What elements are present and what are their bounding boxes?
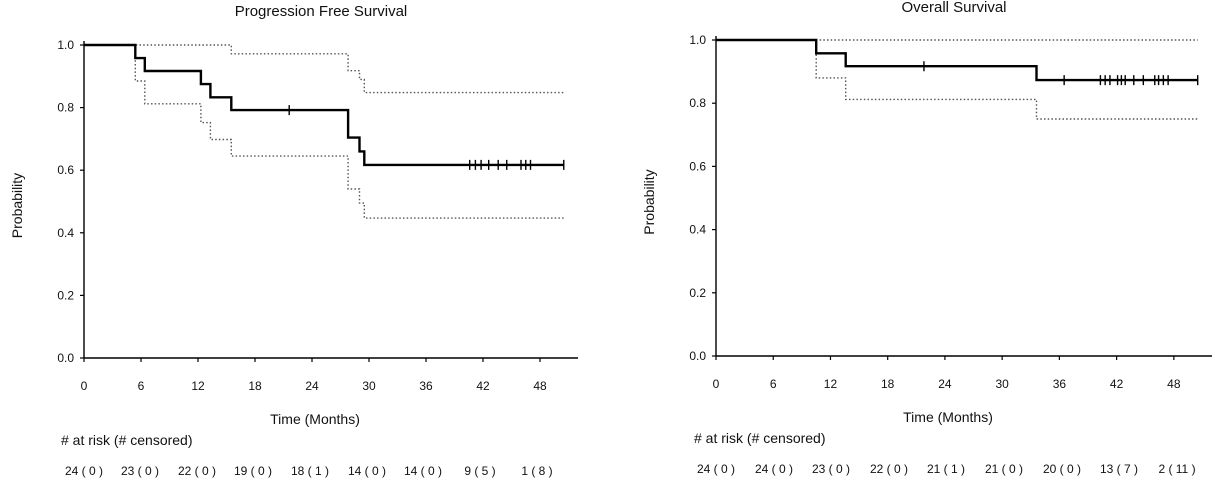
risk-table-value: 13 ( 7 ) — [1100, 462, 1138, 476]
x-tick-label: 6 — [770, 377, 777, 391]
survival-estimate-line — [716, 38, 1198, 82]
y-axis-label: Probability — [641, 169, 657, 234]
risk-table-value: 1 ( 8 ) — [521, 464, 552, 478]
risk-table-title: # at risk (# censored) — [61, 432, 193, 448]
y-tick-label: 0.2 — [689, 286, 706, 300]
risk-table-value: 22 ( 0 ) — [178, 464, 216, 478]
y-axis-label: Probability — [9, 173, 25, 238]
chart-title: Progression Free Survival — [235, 3, 408, 20]
risk-table-value: 20 ( 0 ) — [1043, 462, 1081, 476]
risk-table-value: 9 ( 5 ) — [464, 464, 495, 478]
lower-ci-line — [84, 44, 564, 219]
x-tick-label: 30 — [995, 377, 1009, 391]
x-tick-label: 30 — [362, 379, 376, 393]
risk-table-value: 14 ( 0 ) — [348, 464, 386, 478]
risk-table-value: 24 ( 0 ) — [65, 464, 103, 478]
x-tick-label: 42 — [1110, 377, 1124, 391]
y-tick-label: 0.0 — [689, 349, 706, 363]
x-axis-label: Time (Months) — [270, 411, 360, 427]
x-tick-label: 6 — [138, 379, 145, 393]
x-tick-label: 42 — [476, 379, 490, 393]
x-tick-label: 24 — [938, 377, 952, 391]
x-tick-label: 36 — [419, 379, 433, 393]
x-tick-label: 12 — [191, 379, 205, 393]
survival-estimate-line — [84, 43, 564, 167]
risk-table-value: 24 ( 0 ) — [755, 462, 793, 476]
risk-table-value: 23 ( 0 ) — [121, 464, 159, 478]
chart-panel-1: Progression Free Survival 0.0 0.2 0.4 0.6 0.8… — [9, 3, 578, 478]
risk-table-value: 2 ( 11 ) — [1158, 462, 1195, 476]
risk-table-title: # at risk (# censored) — [694, 430, 826, 446]
risk-table-value: 21 ( 0 ) — [985, 462, 1023, 476]
risk-table-value: 21 ( 1 ) — [927, 462, 965, 476]
x-tick-label: 18 — [248, 379, 262, 393]
chart-panel-2: Overall Survival 0.0 0.2 0.4 0.6 0.8 1.0 0 6 12 18… — [641, 0, 1212, 476]
x-tick-label: 18 — [881, 377, 895, 391]
y-tick-label: 0.4 — [689, 223, 706, 237]
x-tick-label: 0 — [81, 379, 88, 393]
y-tick-label: 0.2 — [57, 288, 74, 302]
risk-table-value: 18 ( 1 ) — [291, 464, 329, 478]
chart-title: Overall Survival — [901, 0, 1006, 16]
x-tick-label: 24 — [305, 379, 319, 393]
x-tick-label: 0 — [713, 377, 720, 391]
lower-ci-line — [716, 39, 1198, 120]
y-tick-label: 0.8 — [57, 101, 74, 115]
risk-table-value: 22 ( 0 ) — [870, 462, 908, 476]
y-tick-label: 1.0 — [689, 33, 706, 47]
x-tick-label: 48 — [533, 379, 547, 393]
risk-table-value: 19 ( 0 ) — [234, 464, 272, 478]
risk-table-value: 14 ( 0 ) — [404, 464, 442, 478]
y-tick-label: 0.6 — [57, 163, 74, 177]
y-tick-label: 0.8 — [689, 96, 706, 110]
y-tick-label: 0.0 — [57, 351, 74, 365]
x-axis-label: Time (Months) — [903, 409, 993, 425]
x-tick-label: 48 — [1167, 377, 1181, 391]
risk-table-value: 23 ( 0 ) — [812, 462, 850, 476]
x-tick-label: 36 — [1053, 377, 1067, 391]
risk-table-value: 24 ( 0 ) — [697, 462, 735, 476]
x-tick-label: 12 — [824, 377, 838, 391]
y-tick-label: 0.6 — [689, 159, 706, 173]
y-tick-label: 0.4 — [57, 226, 74, 240]
y-tick-label: 1.0 — [57, 38, 74, 52]
upper-ci-line — [84, 44, 564, 94]
